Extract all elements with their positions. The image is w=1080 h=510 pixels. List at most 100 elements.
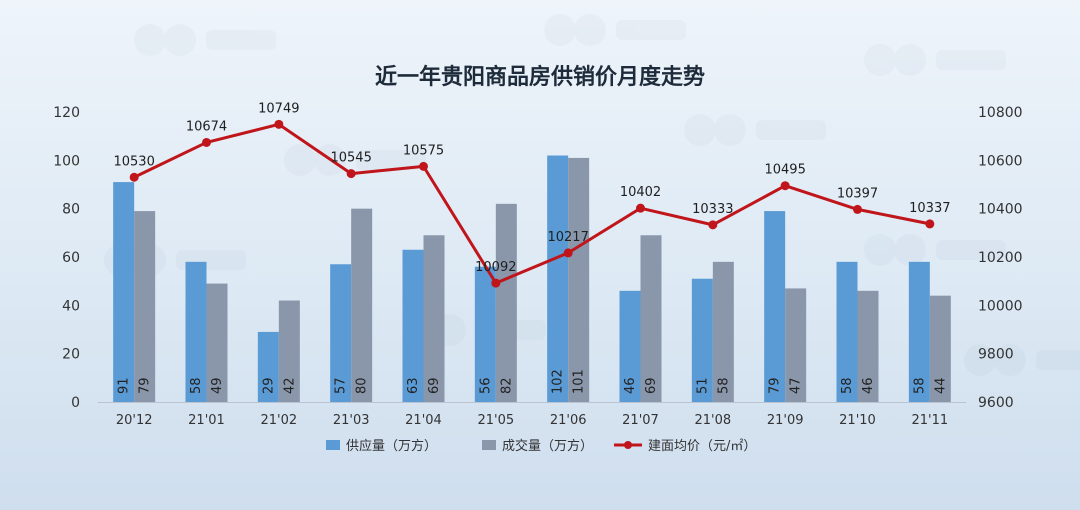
x-category-label: 21'01	[188, 413, 225, 428]
y-left-tick-label: 80	[62, 202, 80, 218]
x-category-label: 21'06	[550, 413, 587, 428]
y-right-tick-label: 10400	[978, 202, 1023, 218]
price-point	[563, 248, 573, 258]
x-category-label: 21'09	[767, 413, 804, 428]
sales-bar-label: 49	[210, 377, 225, 394]
chart-title: 近一年贵阳商品房供销价月度走势	[375, 64, 705, 90]
price-point	[636, 203, 645, 213]
price-label: 10495	[764, 163, 805, 178]
sales-bar	[423, 235, 445, 402]
x-axis-categories: 20'12 21'01 21'02 21'03 21'04 21'05 21'06 21'07…	[116, 413, 948, 428]
watermark-mark	[964, 344, 1080, 376]
price-label: 10530	[113, 154, 154, 169]
price-point	[925, 219, 935, 229]
price-point	[202, 137, 211, 147]
legend-sales-swatch	[482, 440, 496, 450]
sales-bar-label: 69	[644, 377, 659, 394]
sales-bar-label: 82	[499, 377, 514, 394]
price-label: 10217	[547, 230, 588, 245]
price-line-path	[133, 122, 931, 285]
legend-supply-swatch	[326, 440, 340, 450]
supply-bar	[908, 261, 930, 402]
supply-bar	[330, 264, 352, 402]
price-point	[708, 220, 718, 230]
sales-bar-label: 58	[716, 377, 731, 394]
price-label: 10397	[837, 186, 878, 201]
supply-bar-label: 91	[117, 377, 132, 394]
sales-bar-label: 80	[355, 377, 370, 394]
price-point	[780, 181, 790, 191]
price-point	[853, 204, 862, 214]
sales-bar	[278, 300, 300, 402]
supply-bar-label: 46	[623, 377, 638, 394]
price-label: 10575	[403, 143, 444, 158]
y-right-tick-label: 10200	[978, 250, 1023, 266]
legend-price-label: 建面均价（元/㎡）	[648, 439, 756, 454]
sales-bar	[134, 211, 156, 402]
y-axis-left: 0 20 40 60 80 100 120	[53, 105, 80, 411]
sales-bar	[785, 288, 807, 402]
supply-bar-label: 51	[695, 377, 710, 394]
price-point	[129, 172, 139, 182]
price-label: 10092	[475, 260, 516, 275]
x-category-label: 21'02	[260, 413, 297, 428]
price-point	[419, 161, 428, 171]
y-left-tick-label: 60	[62, 250, 80, 266]
x-category-label: 20'12	[116, 413, 153, 428]
supply-bar-label: 58	[840, 377, 855, 394]
x-category-label: 21'08	[694, 413, 731, 428]
supply-bar-label: 56	[478, 377, 493, 394]
legend-price-marker	[624, 441, 632, 449]
legend-sales-label: 成交量（万方）	[502, 438, 593, 454]
supply-bar	[474, 266, 496, 402]
supply-bar-label: 102	[551, 369, 566, 394]
sales-bar	[929, 295, 951, 402]
price-line: 10530 10674 10749 10545 10575 10092 10217 10402…	[113, 101, 951, 288]
sales-bar	[206, 283, 228, 402]
x-category-label: 21'05	[477, 413, 514, 428]
sales-bar-label: 46	[861, 377, 876, 394]
price-label: 10333	[692, 202, 733, 217]
supply-bar-label: 79	[768, 377, 783, 394]
y-axis-right: 9600 9800 10000 10200 10400 10600 10800	[978, 105, 1023, 411]
supply-bar-label: 63	[406, 377, 421, 394]
price-label: 10402	[620, 185, 661, 200]
supply-bar	[764, 211, 786, 402]
sales-bar-label: 79	[138, 377, 153, 394]
legend: 供应量（万方） 成交量（万方） 建面均价（元/㎡）	[326, 438, 756, 454]
y-left-tick-label: 20	[62, 347, 80, 363]
price-label: 10545	[330, 151, 371, 166]
sales-bar-label: 44	[933, 377, 948, 394]
sales-bar-label: 101	[572, 369, 587, 394]
supply-bar	[691, 278, 713, 402]
supply-bar-label: 57	[334, 377, 349, 394]
sales-bar-label: 69	[427, 377, 442, 394]
price-label: 10674	[186, 119, 227, 134]
sales-bar	[640, 235, 662, 402]
x-category-label: 21'10	[839, 413, 876, 428]
sales-bar	[712, 261, 734, 402]
y-left-tick-label: 0	[71, 395, 80, 411]
supply-bar-label: 58	[912, 377, 927, 394]
x-category-label: 21'07	[622, 413, 659, 428]
bars	[113, 155, 951, 402]
supply-bar-label: 58	[189, 377, 204, 394]
watermark-mark	[864, 44, 1006, 76]
sales-bar	[495, 203, 517, 402]
supply-bar	[547, 155, 569, 402]
sales-bar-label: 42	[282, 377, 297, 394]
watermark-mark	[134, 24, 276, 56]
sales-bar-label: 47	[789, 377, 804, 394]
y-right-tick-label: 9800	[978, 347, 1014, 363]
supply-bar	[619, 290, 641, 402]
y-right-tick-label: 10600	[978, 153, 1023, 169]
y-right-tick-label: 9600	[978, 395, 1014, 411]
price-point	[274, 119, 284, 129]
price-label: 10749	[258, 101, 299, 116]
x-category-label: 21'03	[333, 413, 370, 428]
y-right-tick-label: 10000	[978, 298, 1023, 314]
price-point	[491, 278, 501, 288]
x-category-label: 21'04	[405, 413, 442, 428]
y-left-tick-label: 100	[53, 153, 80, 169]
